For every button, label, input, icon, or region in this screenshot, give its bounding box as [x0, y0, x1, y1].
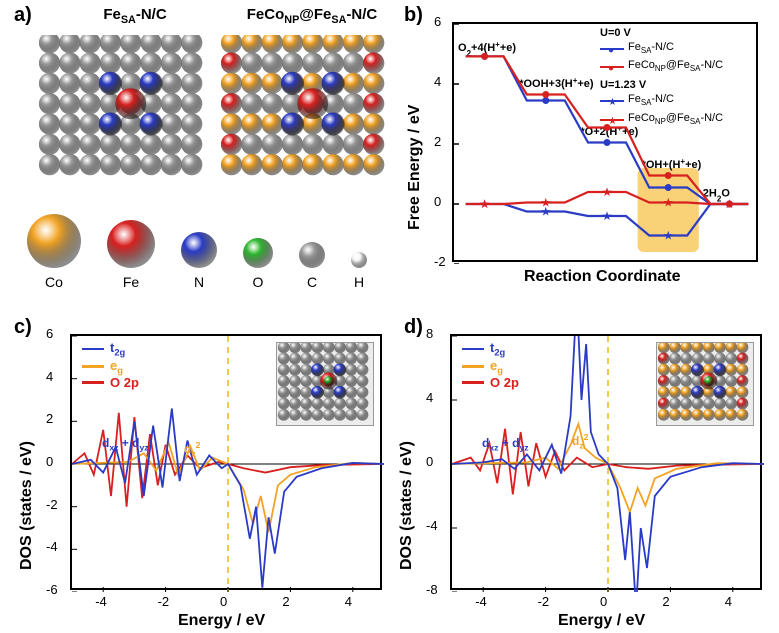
atom-legend: Co Fe NOCH — [14, 208, 380, 290]
svg-text:★: ★ — [540, 196, 551, 210]
legend-fe-u0: ●FeSA-N/C — [600, 40, 723, 58]
panel-b-free-energy: Free Energy / eV O2+4(H++e)*OOH+3(H++e)*… — [404, 6, 766, 302]
legend-atom-N: N — [179, 230, 219, 290]
model-title-left: FeSA-N/C — [50, 6, 220, 26]
orb-dz2-d: dz2 — [572, 432, 588, 450]
panel-c-dos: DOS (states / eV) t2gegO 2p dxz + dyz dz… — [14, 316, 390, 632]
axes-c: t2gegO 2p dxz + dyz dz2 — [70, 334, 382, 590]
ylabel-d: DOS (states / eV) — [398, 441, 416, 570]
xlabel-b: Reaction Coordinate — [524, 268, 680, 286]
legend-feco-u0: ●FeCoNP@FeSA-N/C — [600, 58, 723, 76]
xlabel-d: Energy / eV — [558, 612, 645, 630]
legend-fe-u1: ★FeSA-N/C — [600, 92, 723, 110]
structure-feconp — [220, 34, 392, 184]
ylabel-c: DOS (states / eV) — [18, 441, 36, 570]
legend-atom-C: C — [297, 240, 327, 290]
orb-dxz-c: dxz + dyz — [102, 436, 149, 452]
orb-dz2-c: dz2 — [184, 440, 200, 458]
svg-text:★: ★ — [479, 197, 490, 211]
svg-text:★: ★ — [663, 196, 674, 210]
svg-text:★: ★ — [724, 197, 735, 211]
inset-d — [656, 342, 754, 426]
legend-atom-O: O — [241, 236, 275, 290]
legend-b: U=0 V ●FeSA-N/C ●FeCoNP@FeSA-N/C U=1.23 … — [600, 26, 723, 129]
svg-text:★: ★ — [602, 185, 613, 199]
legend-atom-Fe: Fe — [105, 218, 157, 290]
legend-u0: U=0 V — [600, 26, 723, 40]
svg-text:*OH+(H++e): *OH+(H++e) — [642, 157, 702, 172]
axes-d: t2gegO 2p dxz + dyz dz2 — [450, 334, 762, 590]
model-title-right: FeCoNP@FeSA-N/C — [222, 6, 402, 26]
structure-fesa — [38, 34, 210, 184]
ylabel-b: Free Energy / eV — [406, 105, 424, 230]
legend-feco-u1: ★FeCoNP@FeSA-N/C — [600, 111, 723, 129]
svg-text:*OOH+3(H++e): *OOH+3(H++e) — [519, 76, 594, 91]
legend-atom-Co: Co — [25, 212, 83, 290]
panel-a-structures: FeSA-N/C FeCoNP@FeSA-N/C CoFeNOCH — [14, 6, 394, 296]
svg-text:★: ★ — [602, 209, 613, 223]
inset-c — [276, 342, 374, 426]
legend-atom-H: H — [349, 250, 369, 290]
panel-d-dos: DOS (states / eV) t2gegO 2p dxz + dyz dz… — [404, 316, 779, 632]
xlabel-c: Energy / eV — [178, 612, 265, 630]
legend-d: t2gegO 2p — [462, 340, 519, 390]
orb-dxz-d: dxz + dyz — [482, 436, 529, 452]
legend-c: t2gegO 2p — [82, 340, 139, 390]
legend-u1: U=1.23 V — [600, 78, 723, 92]
svg-text:★: ★ — [663, 229, 674, 243]
